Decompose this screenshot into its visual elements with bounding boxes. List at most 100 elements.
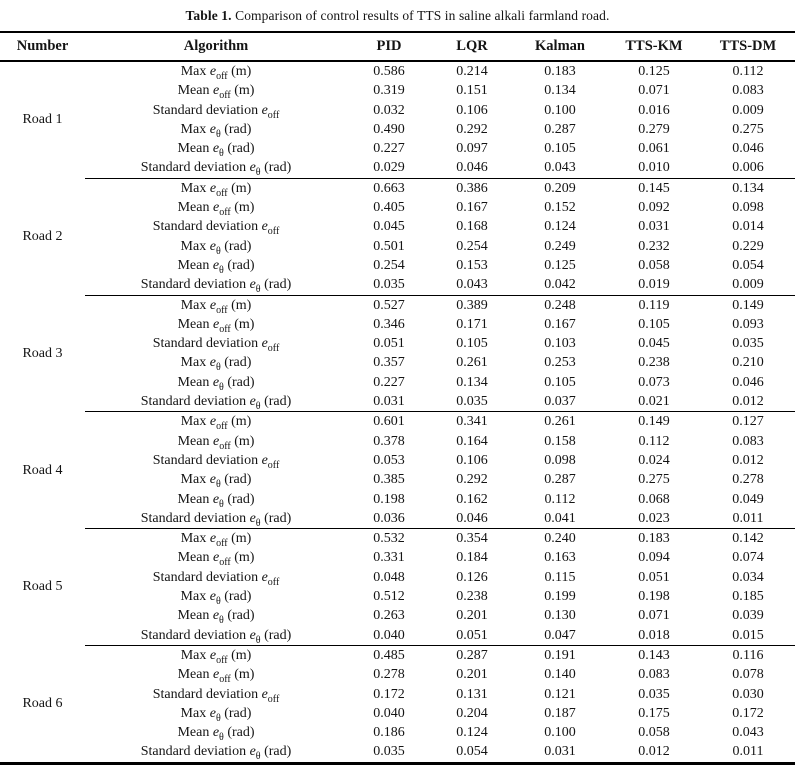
value-cell: 0.601 [373,414,405,430]
value-cell: 0.187 [544,705,576,721]
value-cell: 0.134 [732,180,764,196]
value-cell: 0.586 [373,64,405,79]
metric-label: Mean eoff (m) [177,433,255,452]
value-cell: 0.083 [638,667,670,683]
value-cell: 0.140 [544,667,576,683]
value-cell: 0.121 [544,686,576,702]
metric-label: Max eθ (rad) [180,472,252,491]
metric-label: Max eoff (m) [180,180,252,199]
value-cell: 0.105 [456,336,488,352]
value-cell: 0.031 [347,392,431,413]
road-section: Road 6 Max eoff (m) 0.485 0.287 0.191 0.143 0.… [0,645,795,764]
value-cell: 0.145 [638,180,670,196]
metric-label: Max eoff (m) [180,647,252,666]
table-row: Standard deviation eoff 0.053 0.106 0.098 0.… [0,451,795,470]
value-cell: 0.078 [732,667,764,683]
value-cell: 0.385 [373,472,405,488]
value-cell: 0.016 [638,102,670,118]
table-row: Mean eθ (rad) 0.227 0.097 0.105 0.061 0.046 [0,139,795,158]
value-cell: 0.153 [456,257,488,273]
value-cell: 0.232 [638,238,670,254]
metric-label: Standard deviation eoff [152,336,280,354]
value-cell: 0.275 [732,121,764,137]
value-cell: 0.175 [638,705,670,721]
value-cell: 0.035 [638,686,670,702]
value-cell: 0.040 [373,705,405,721]
table-row: Standard deviation eθ (rad) 0.035 0.054 0.0… [0,742,795,764]
value-cell: 0.015 [701,625,795,646]
road-label: Road 2 [22,229,63,245]
value-cell: 0.227 [373,374,405,390]
road-section: Road 4 Max eoff (m) 0.601 0.341 0.261 0.149 0.… [0,412,795,530]
value-cell: 0.018 [607,625,701,646]
results-table: Number Algorithm PID LQR Kalman TTS-KM TTS-DM … [0,31,795,765]
value-cell: 0.124 [544,219,576,235]
value-cell: 0.106 [456,102,488,118]
value-cell: 0.142 [732,531,764,547]
value-cell: 0.131 [456,686,488,702]
value-cell: 0.046 [431,158,513,179]
table-row: Max eθ (rad) 0.490 0.292 0.287 0.279 0.275 [0,120,795,139]
value-cell: 0.168 [456,219,488,235]
value-cell: 0.035 [732,336,764,352]
table-row: Road 5 Max eoff (m) 0.532 0.354 0.240 0.183 0.… [0,529,795,594]
metric-label: Max eθ (rad) [180,355,252,374]
value-cell: 0.019 [607,275,701,296]
metric-label: Max eθ (rad) [180,589,252,607]
value-cell: 0.378 [373,433,405,449]
value-cell: 0.094 [638,550,670,566]
metric-label: Max eθ (rad) [180,238,252,257]
value-cell: 0.051 [431,625,513,646]
metric-label: Mean eoff (m) [177,200,255,218]
table-row: Mean eoff (m) 0.319 0.151 0.134 0.071 0.083 [0,81,795,100]
value-cell: 0.184 [456,550,488,566]
value-cell: 0.186 [373,725,405,741]
value-cell: 0.115 [544,569,576,585]
metric-label: Standard deviation eoff [152,219,280,238]
table-row: Max eθ (rad) 0.501 0.254 0.249 0.232 0.229 [0,237,795,256]
table-row: Standard deviation eθ (rad) 0.036 0.046 0.0… [0,508,795,530]
table-row: Road 3 Max eoff (m) 0.527 0.389 0.248 0.119 0.… [0,295,795,361]
table-row: Standard deviation eoff 0.048 0.126 0.115 0.… [0,568,795,587]
metric-label: Standard deviation eoff [152,102,280,121]
value-cell: 0.054 [431,742,513,764]
value-cell: 0.249 [544,238,576,254]
road-section: Road 2 Max eoff (m) 0.663 0.386 0.209 0.145 0.… [0,178,795,296]
metric-label: Mean eθ (rad) [177,491,255,510]
road-label: Road 1 [22,112,63,128]
value-cell: 0.073 [638,374,670,390]
table-row: Mean eθ (rad) 0.198 0.162 0.112 0.068 0.049 [0,490,795,509]
value-cell: 0.292 [456,121,488,137]
value-cell: 0.051 [638,569,670,585]
header-row: Number Algorithm PID LQR Kalman TTS-KM TTS-DM [0,32,795,62]
table-caption-text: Comparison of control results of TTS in … [235,8,610,23]
value-cell: 0.278 [732,472,764,488]
value-cell: 0.045 [373,219,405,235]
value-cell: 0.112 [544,491,576,507]
value-cell: 0.532 [373,531,405,547]
value-cell: 0.124 [456,725,488,741]
metric-label: Standard deviation eθ (rad) [85,275,347,296]
value-cell: 0.354 [456,531,488,547]
value-cell: 0.041 [513,508,607,530]
value-cell: 0.172 [732,705,764,721]
table-row: Mean eoff (m) 0.405 0.167 0.152 0.092 0.098 [0,198,795,217]
column-header-tts-dm: TTS-DM [701,32,795,62]
column-header-pid: PID [347,32,431,62]
value-cell: 0.512 [373,589,405,605]
value-cell: 0.134 [456,374,488,390]
table-row: Road 6 Max eoff (m) 0.485 0.287 0.191 0.143 0.… [0,645,795,711]
table-row: Road 4 Max eoff (m) 0.601 0.341 0.261 0.149 0.… [0,412,795,477]
value-cell: 0.405 [373,200,405,216]
metric-label: Mean eoff (m) [177,667,255,685]
value-cell: 0.029 [347,158,431,179]
value-cell: 0.198 [638,589,670,605]
value-cell: 0.331 [373,550,405,566]
value-cell: 0.023 [607,508,701,530]
metric-label: Standard deviation eθ (rad) [85,508,347,530]
value-cell: 0.126 [456,569,488,585]
value-cell: 0.098 [544,452,576,468]
value-cell: 0.071 [638,83,670,99]
value-cell: 0.319 [373,83,405,99]
value-cell: 0.198 [373,491,405,507]
